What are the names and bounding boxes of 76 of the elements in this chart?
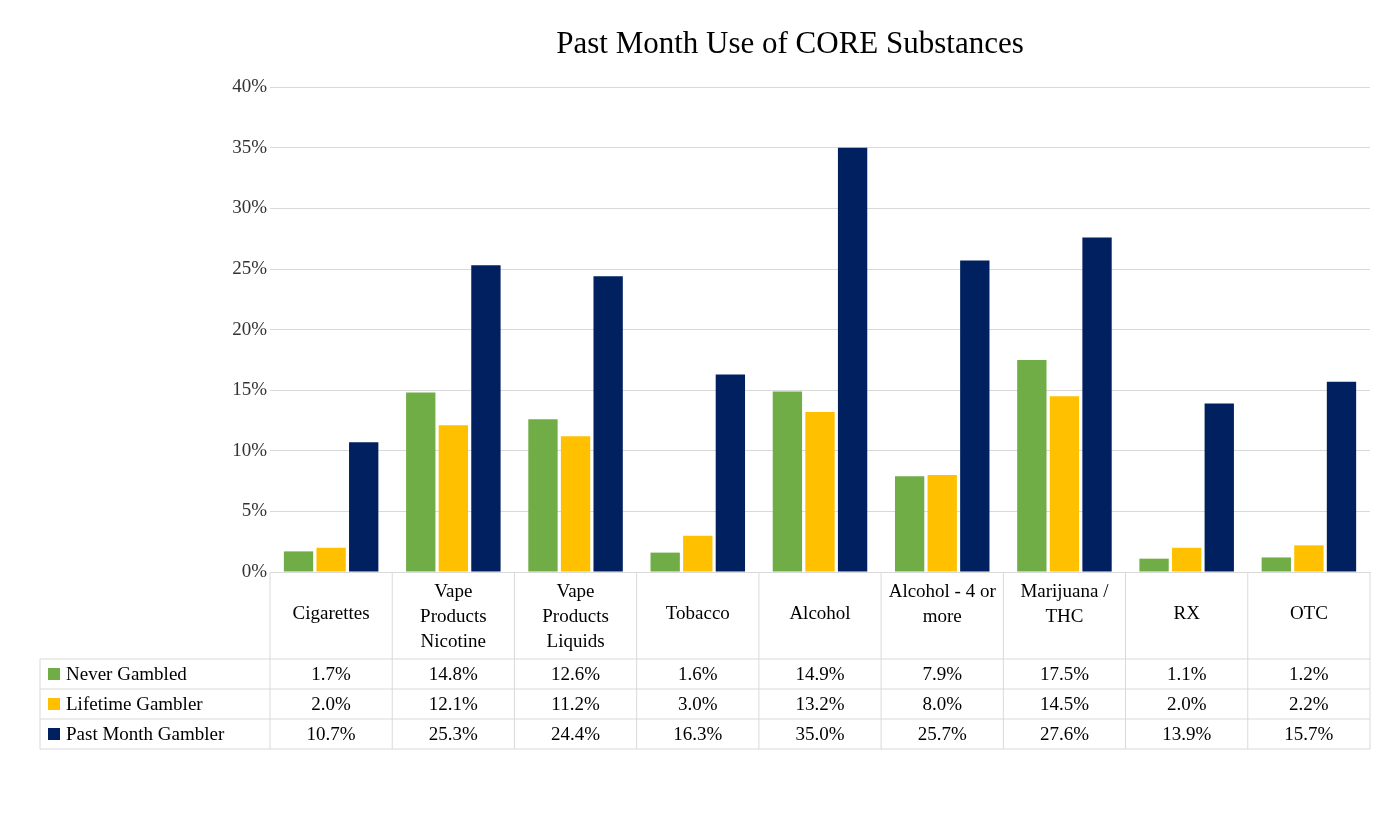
y-tick-label: 30% bbox=[232, 196, 268, 218]
bar bbox=[528, 419, 558, 572]
bar bbox=[438, 425, 468, 572]
bar bbox=[349, 442, 379, 572]
x-tick-label: Vape Products Liquids bbox=[542, 579, 609, 651]
x-tick-label: Alcohol - 4 or more bbox=[888, 579, 997, 626]
bar bbox=[927, 475, 957, 572]
data-label: 27.6% bbox=[1039, 722, 1090, 744]
bar bbox=[837, 147, 868, 572]
x-tick-label: Cigarettes bbox=[292, 601, 370, 623]
bar bbox=[316, 547, 346, 572]
data-label: 13.2% bbox=[795, 692, 845, 714]
data-label: 1.7% bbox=[311, 662, 352, 684]
y-tick-label: 15% bbox=[232, 378, 268, 400]
x-tick-label: Alcohol bbox=[789, 601, 851, 623]
y-tick-label: 0% bbox=[241, 559, 268, 581]
bar bbox=[1082, 237, 1112, 572]
bar bbox=[715, 374, 746, 572]
bar bbox=[1017, 359, 1047, 572]
data-label: 15.7% bbox=[1284, 722, 1334, 744]
data-label: 14.9% bbox=[795, 662, 845, 684]
x-tick-label: OTC bbox=[1289, 601, 1328, 623]
x-tick-label: Marijuana / THC bbox=[1020, 579, 1110, 626]
data-label: 24.4% bbox=[551, 722, 601, 744]
bar bbox=[805, 412, 835, 572]
data-label: 13.9% bbox=[1162, 722, 1212, 744]
bar bbox=[1049, 396, 1080, 572]
data-label: 16.3% bbox=[673, 722, 723, 744]
y-tick-label: 40% bbox=[232, 75, 268, 97]
data-label: 12.6% bbox=[551, 662, 601, 684]
data-label: 1.6% bbox=[677, 662, 718, 684]
data-label: 11.2% bbox=[551, 692, 600, 714]
data-label: 2.2% bbox=[1289, 692, 1329, 714]
data-label: 12.1% bbox=[428, 692, 479, 714]
data-label: 1.2% bbox=[1289, 662, 1329, 684]
legend-label: Lifetime Gambler bbox=[66, 692, 204, 714]
data-label: 25.7% bbox=[917, 722, 967, 744]
x-tick-label: Tobacco bbox=[665, 601, 730, 623]
chart-title: Past Month Use of CORE Substances bbox=[556, 24, 1024, 60]
bar bbox=[283, 551, 314, 572]
legend-label: Never Gambled bbox=[66, 662, 188, 684]
x-tick-label: RX bbox=[1173, 601, 1201, 623]
data-label: 2.0% bbox=[311, 692, 352, 714]
y-tick-label: 25% bbox=[232, 256, 268, 278]
bar bbox=[560, 436, 591, 572]
bar bbox=[1261, 557, 1291, 572]
data-label: 14.5% bbox=[1039, 692, 1090, 714]
data-label: 8.0% bbox=[922, 692, 963, 714]
y-tick-label: 20% bbox=[232, 317, 268, 339]
bar bbox=[406, 392, 436, 572]
legend-label: Past Month Gambler bbox=[66, 722, 225, 744]
bar bbox=[593, 276, 623, 572]
data-label: 17.5% bbox=[1039, 662, 1090, 684]
bar bbox=[1204, 403, 1234, 572]
y-tick-label: 5% bbox=[241, 499, 268, 521]
data-label: 7.9% bbox=[922, 662, 963, 684]
data-label: 2.0% bbox=[1166, 692, 1207, 714]
y-tick-label: 35% bbox=[232, 135, 268, 157]
data-label: 10.7% bbox=[306, 722, 356, 744]
data-label: 35.0% bbox=[795, 722, 845, 744]
x-tick-label: Vape Products Nicotine bbox=[420, 579, 487, 651]
data-label: 14.8% bbox=[428, 662, 479, 684]
bar bbox=[1294, 545, 1324, 572]
bar bbox=[1172, 547, 1202, 572]
bar bbox=[894, 476, 925, 572]
bar bbox=[471, 265, 501, 572]
bar bbox=[1326, 381, 1357, 572]
data-label: 3.0% bbox=[677, 692, 718, 714]
data-label: 1.1% bbox=[1166, 662, 1207, 684]
bar bbox=[1139, 558, 1169, 572]
data-label: 25.3% bbox=[428, 722, 479, 744]
bar bbox=[772, 391, 803, 572]
bar bbox=[960, 260, 990, 572]
y-tick-label: 10% bbox=[232, 438, 268, 460]
bar bbox=[650, 552, 680, 572]
bar bbox=[683, 535, 713, 572]
